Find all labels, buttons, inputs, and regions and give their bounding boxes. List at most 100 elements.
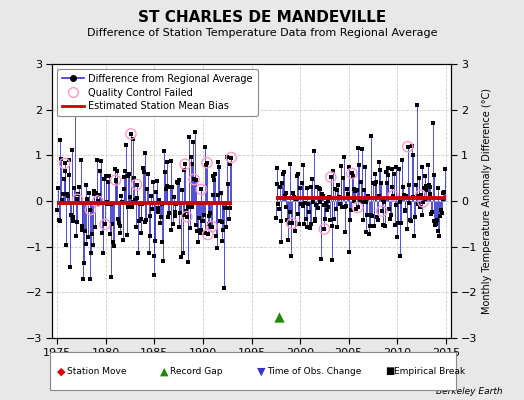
Point (197, 186, 205, 192)
Point (313, 184, 321, 190)
Point (381, 222, 389, 229)
Point (214, 192, 223, 198)
Point (430, 172, 438, 179)
Point (332, 187, 341, 193)
Point (82, 240, 91, 247)
Point (288, 220, 296, 227)
Point (383, 180, 391, 186)
Point (399, 184, 407, 190)
Point (191, 129, 199, 135)
Text: ■: ■ (385, 366, 395, 376)
Point (60, 160, 69, 167)
Point (356, 198, 364, 204)
Point (126, 194, 134, 200)
Point (115, 220, 123, 226)
Point (348, 170, 356, 176)
Point (343, 186, 351, 192)
Point (328, 222, 336, 229)
Point (110, 243, 118, 249)
Point (288, 220, 296, 227)
Point (386, 216, 394, 222)
Point (76, 200, 84, 206)
Point (119, 174, 128, 180)
Point (217, 218, 226, 225)
Point (283, 216, 291, 223)
Point (400, 208, 409, 214)
Point (289, 190, 297, 196)
Point (56, 218, 64, 224)
Point (150, 272, 159, 278)
Point (161, 168, 169, 175)
Point (353, 204, 362, 211)
Point (106, 201, 115, 207)
Point (410, 233, 418, 239)
Point (369, 222, 378, 229)
Point (211, 171, 219, 177)
Point (373, 214, 381, 221)
Point (72, 218, 81, 225)
Point (414, 201, 422, 208)
Point (335, 194, 343, 200)
Point (357, 145, 366, 152)
Point (78, 227, 86, 233)
Point (61, 168, 70, 174)
Text: ◆: ◆ (57, 366, 65, 376)
Point (135, 218, 143, 224)
Point (223, 154, 232, 160)
Point (104, 179, 113, 185)
Point (388, 184, 397, 191)
Point (53, 207, 61, 213)
Point (424, 162, 432, 168)
Point (169, 221, 177, 227)
Point (66, 264, 74, 270)
Point (102, 172, 110, 179)
Point (436, 212, 444, 219)
Point (79, 276, 88, 282)
Point (385, 205, 394, 212)
Point (94, 198, 102, 204)
Point (184, 259, 193, 266)
Point (158, 201, 166, 207)
Point (186, 225, 194, 231)
Point (277, 238, 286, 245)
Point (355, 162, 363, 168)
Point (220, 285, 228, 291)
Point (209, 192, 217, 198)
Point (106, 231, 114, 237)
Point (226, 204, 235, 211)
Point (131, 196, 139, 203)
Point (103, 198, 112, 205)
Text: Berkeley Earth: Berkeley Earth (436, 387, 503, 396)
Point (62, 242, 70, 248)
Point (145, 233, 154, 239)
Point (190, 176, 198, 183)
Point (389, 192, 397, 199)
Point (171, 209, 180, 215)
Point (294, 170, 303, 177)
Point (91, 224, 100, 230)
Point (216, 218, 224, 225)
Point (107, 274, 116, 280)
Point (68, 147, 76, 153)
Point (201, 144, 210, 150)
Point (200, 230, 209, 236)
Point (332, 206, 340, 212)
Point (409, 152, 418, 158)
Point (213, 245, 221, 252)
Point (99, 250, 107, 256)
Point (173, 178, 181, 185)
Point (182, 213, 191, 220)
Point (363, 212, 372, 218)
Point (213, 159, 222, 165)
Point (138, 201, 146, 208)
Point (431, 222, 440, 228)
Point (170, 194, 178, 200)
Point (145, 250, 153, 257)
Point (166, 184, 174, 190)
Point (307, 184, 315, 190)
Point (416, 204, 424, 210)
Point (72, 233, 80, 239)
Point (323, 198, 332, 204)
Point (170, 213, 179, 219)
Point (134, 250, 143, 256)
